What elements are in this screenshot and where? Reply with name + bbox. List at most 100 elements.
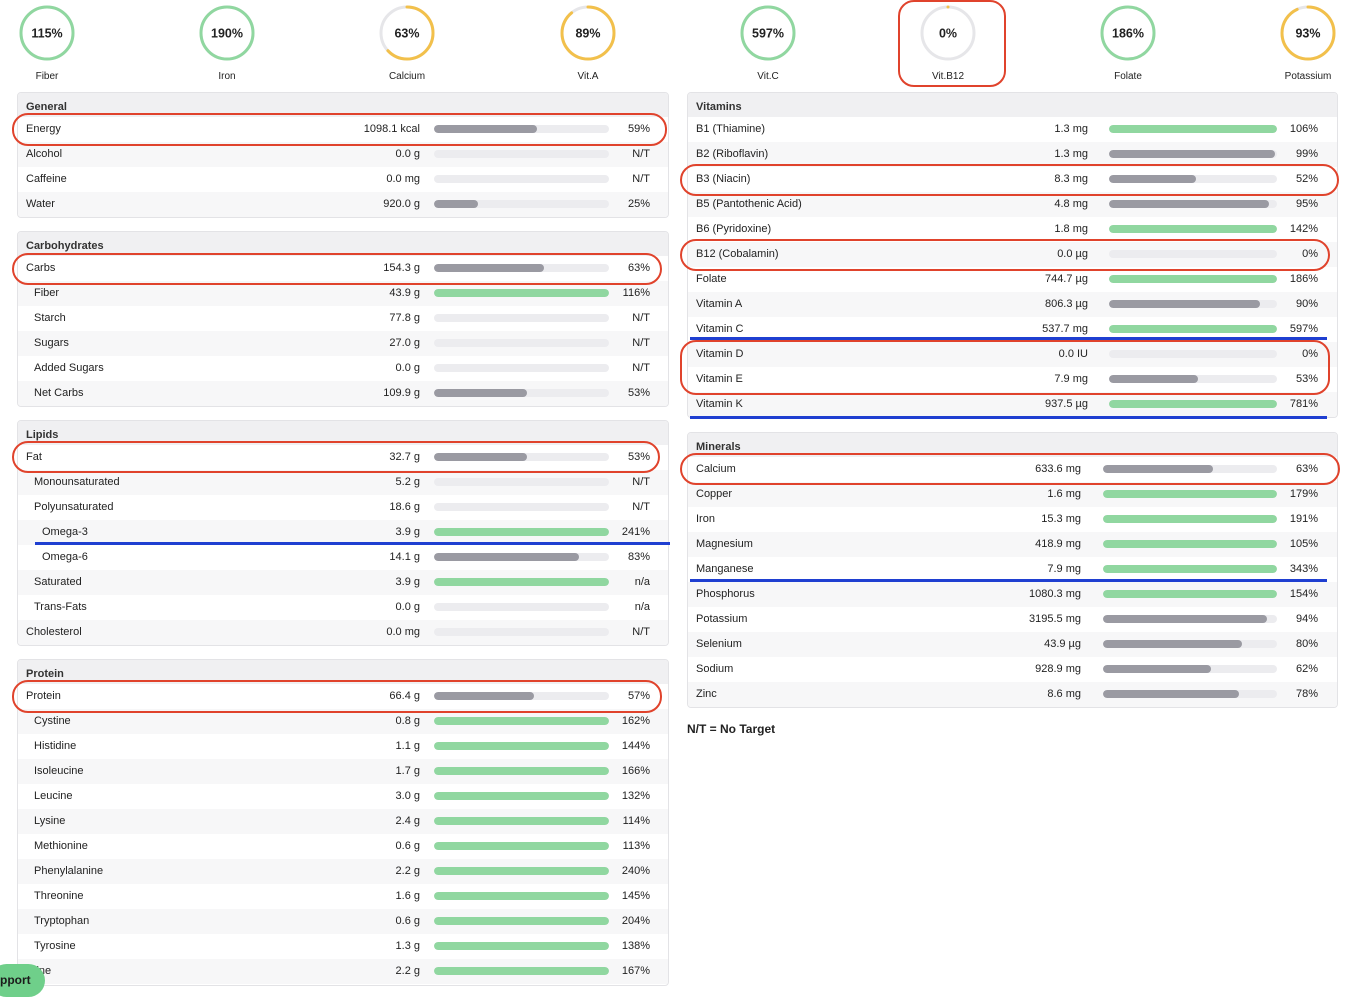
nutrient-row-b12-cobalamin-[interactable]: B12 (Cobalamin) 0.0 µg 0% bbox=[688, 242, 1337, 267]
gauge-ring: 186% bbox=[1100, 5, 1156, 61]
progress-fill bbox=[1109, 175, 1197, 183]
nutrient-row-cystine[interactable]: Cystine 0.8 g 162% bbox=[18, 709, 668, 734]
legend-note: N/T = No Target bbox=[687, 722, 776, 736]
nutrient-row-trans-fats[interactable]: Trans-Fats 0.0 g n/a bbox=[18, 595, 668, 620]
nutrient-row-phenylalanine[interactable]: Phenylalanine 2.2 g 240% bbox=[18, 859, 668, 884]
nutrient-row-copper[interactable]: Copper 1.6 mg 179% bbox=[688, 482, 1337, 507]
nutrient-row-vitamin-d[interactable]: Vitamin D 0.0 IU 0% bbox=[688, 342, 1337, 367]
nutrient-row-zinc[interactable]: Zinc 8.6 mg 78% bbox=[688, 682, 1337, 707]
nutrient-row-saturated[interactable]: Saturated 3.9 g n/a bbox=[18, 570, 668, 595]
nutrient-row-b3-niacin-[interactable]: B3 (Niacin) 8.3 mg 52% bbox=[688, 167, 1337, 192]
nutrient-percent: 145% bbox=[621, 890, 650, 902]
nutrient-row-isoleucine[interactable]: Isoleucine 1.7 g 166% bbox=[18, 759, 668, 784]
nutrient-row-added-sugars[interactable]: Added Sugars 0.0 g N/T bbox=[18, 356, 668, 381]
progress-fill bbox=[1109, 150, 1276, 158]
nutrient-row-manganese[interactable]: Manganese 7.9 mg 343% bbox=[688, 557, 1337, 582]
nutrient-row-carbs[interactable]: Carbs 154.3 g 63% bbox=[18, 256, 668, 281]
nutrient-row-fat[interactable]: Fat 32.7 g 53% bbox=[18, 445, 668, 470]
nutrient-row-lysine[interactable]: Lysine 2.4 g 114% bbox=[18, 809, 668, 834]
nutrient-row-fiber[interactable]: Fiber 43.9 g 116% bbox=[18, 281, 668, 306]
nutrient-row-b2-riboflavin-[interactable]: B2 (Riboflavin) 1.3 mg 99% bbox=[688, 142, 1337, 167]
nutrient-row-alcohol[interactable]: Alcohol 0.0 g N/T bbox=[18, 142, 668, 167]
nutrient-row-net-carbs[interactable]: Net Carbs 109.9 g 53% bbox=[18, 381, 668, 406]
nutrient-row-phosphorus[interactable]: Phosphorus 1080.3 mg 154% bbox=[688, 582, 1337, 607]
nutrient-row-water[interactable]: Water 920.0 g 25% bbox=[18, 192, 668, 217]
nutrient-row-histidine[interactable]: Histidine 1.1 g 144% bbox=[18, 734, 668, 759]
nutrient-row-calcium[interactable]: Calcium 633.6 mg 63% bbox=[688, 457, 1337, 482]
nutrient-row-b1-thiamine-[interactable]: B1 (Thiamine) 1.3 mg 106% bbox=[688, 117, 1337, 142]
nutrient-name: Vitamin K bbox=[696, 398, 743, 410]
nutrient-name: Carbs bbox=[26, 262, 56, 274]
nutrient-row-leucine[interactable]: Leucine 3.0 g 132% bbox=[18, 784, 668, 809]
nutrient-row-sodium[interactable]: Sodium 928.9 mg 62% bbox=[688, 657, 1337, 682]
nutrient-percent: 240% bbox=[621, 865, 650, 877]
nutrient-row-tyrosine[interactable]: Tyrosine 1.3 g 138% bbox=[18, 934, 668, 959]
progress-bar bbox=[434, 478, 609, 486]
nutrient-row-iron[interactable]: Iron 15.3 mg 191% bbox=[688, 507, 1337, 532]
progress-bar bbox=[1109, 125, 1277, 133]
nutrient-row-vitamin-e[interactable]: Vitamin E 7.9 mg 53% bbox=[688, 367, 1337, 392]
nutrient-row-potassium[interactable]: Potassium 3195.5 mg 94% bbox=[688, 607, 1337, 632]
nutrient-percent: 53% bbox=[627, 387, 650, 399]
nutrient-amount: 1.7 g bbox=[395, 765, 420, 777]
progress-bar bbox=[1103, 565, 1277, 573]
gauge-folate: 186% Folate bbox=[1088, 3, 1168, 82]
nutrient-row-energy[interactable]: Energy 1098.1 kcal 59% bbox=[18, 117, 668, 142]
gauge-ring: 0% bbox=[920, 5, 976, 61]
nutrient-row-omega-6[interactable]: Omega-6 14.1 g 83% bbox=[18, 545, 668, 570]
progress-bar bbox=[1103, 615, 1277, 623]
nutrient-row-methionine[interactable]: Methionine 0.6 g 113% bbox=[18, 834, 668, 859]
nutrient-percent: 0% bbox=[1302, 348, 1318, 360]
nutrient-percent: 138% bbox=[621, 940, 650, 952]
progress-bar bbox=[434, 175, 609, 183]
nutrient-row-vitamin-c[interactable]: Vitamin C 537.7 mg 597% bbox=[688, 317, 1337, 342]
progress-bar bbox=[434, 867, 609, 875]
nutrient-row-b5-pantothenic-acid-[interactable]: B5 (Pantothenic Acid) 4.8 mg 95% bbox=[688, 192, 1337, 217]
progress-bar bbox=[1109, 225, 1277, 233]
nutrient-percent: 132% bbox=[621, 790, 650, 802]
nutrient-amount: 77.8 g bbox=[389, 312, 420, 324]
nutrient-amount: 7.9 mg bbox=[1047, 563, 1081, 575]
nutrient-row-starch[interactable]: Starch 77.8 g N/T bbox=[18, 306, 668, 331]
nutrient-row-cholesterol[interactable]: Cholesterol 0.0 mg N/T bbox=[18, 620, 668, 645]
nutrient-row-polyunsaturated[interactable]: Polyunsaturated 18.6 g N/T bbox=[18, 495, 668, 520]
nutrient-row-tryptophan[interactable]: Tryptophan 0.6 g 204% bbox=[18, 909, 668, 934]
nutrient-amount: 27.0 g bbox=[389, 337, 420, 349]
nutrient-name: Manganese bbox=[696, 563, 754, 575]
nutrient-row-selenium[interactable]: Selenium 43.9 µg 80% bbox=[688, 632, 1337, 657]
nutrient-percent: 57% bbox=[627, 690, 650, 702]
nutrient-row-sugars[interactable]: Sugars 27.0 g N/T bbox=[18, 331, 668, 356]
nutrient-row-threonine[interactable]: Threonine 1.6 g 145% bbox=[18, 884, 668, 909]
nutrient-row-magnesium[interactable]: Magnesium 418.9 mg 105% bbox=[688, 532, 1337, 557]
panel-title: Minerals bbox=[688, 433, 1337, 457]
nutrient-name: Copper bbox=[696, 488, 733, 500]
progress-bar bbox=[1103, 465, 1277, 473]
nutrient-row-protein[interactable]: Protein 66.4 g 57% bbox=[18, 684, 668, 709]
nutrient-percent: 343% bbox=[1289, 563, 1318, 575]
progress-fill bbox=[1103, 540, 1277, 548]
support-button[interactable]: pport bbox=[0, 964, 45, 997]
nutrient-row-omega-3[interactable]: Omega-3 3.9 g 241% bbox=[18, 520, 668, 545]
nutrient-name: Sodium bbox=[696, 663, 734, 675]
nutrient-name: Magnesium bbox=[696, 538, 753, 550]
nutrient-name: Vitamin E bbox=[696, 373, 743, 385]
gauge-value: 190% bbox=[211, 27, 243, 41]
nutrient-row-vitamin-a[interactable]: Vitamin A 806.3 µg 90% bbox=[688, 292, 1337, 317]
progress-fill bbox=[434, 842, 609, 850]
nutrient-row-caffeine[interactable]: Caffeine 0.0 mg N/T bbox=[18, 167, 668, 192]
progress-bar bbox=[434, 692, 609, 700]
progress-fill bbox=[1109, 400, 1277, 408]
nutrient-row-monounsaturated[interactable]: Monounsaturated 5.2 g N/T bbox=[18, 470, 668, 495]
nutrient-name: Added Sugars bbox=[34, 362, 104, 374]
nutrient-row-b6-pyridoxine-[interactable]: B6 (Pyridoxine) 1.8 mg 142% bbox=[688, 217, 1337, 242]
nutrient-name: Potassium bbox=[696, 613, 748, 625]
nutrient-percent: 0% bbox=[1302, 248, 1318, 260]
nutrient-amount: 1098.1 kcal bbox=[363, 123, 420, 135]
nutrient-percent: N/T bbox=[632, 312, 650, 324]
nutrient-amount: 66.4 g bbox=[389, 690, 420, 702]
nutrient-row-folate[interactable]: Folate 744.7 µg 186% bbox=[688, 267, 1337, 292]
nutrient-percent: N/T bbox=[632, 501, 650, 513]
nutrient-row-vitamin-k[interactable]: Vitamin K 937.5 µg 781% bbox=[688, 392, 1337, 417]
gauge-fiber: 115% Fiber bbox=[7, 3, 87, 82]
